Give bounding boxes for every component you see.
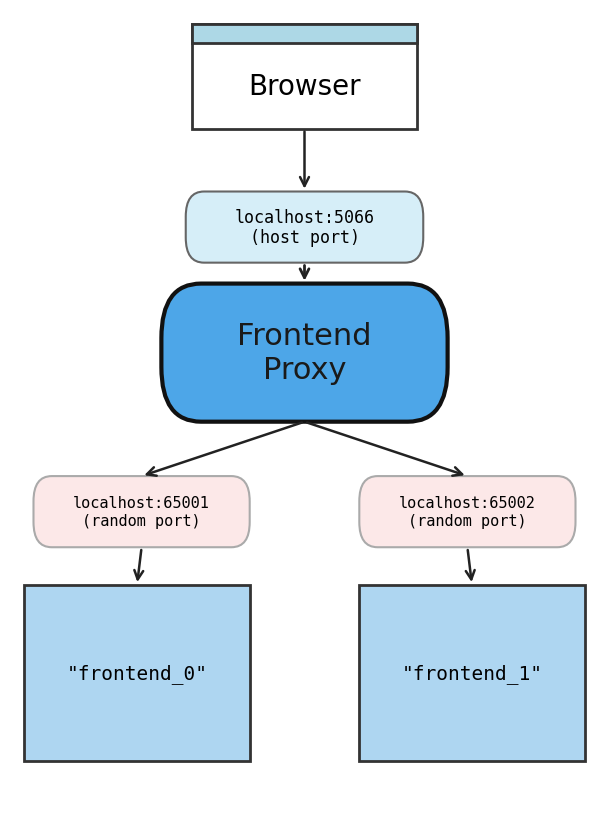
FancyBboxPatch shape <box>359 477 576 548</box>
FancyBboxPatch shape <box>24 585 250 761</box>
Text: Frontend
Proxy: Frontend Proxy <box>238 322 371 385</box>
FancyBboxPatch shape <box>192 25 417 43</box>
Text: localhost:65002
(random port): localhost:65002 (random port) <box>399 496 536 528</box>
Text: Browser: Browser <box>248 73 361 100</box>
FancyBboxPatch shape <box>192 25 417 130</box>
Text: "frontend_1": "frontend_1" <box>401 663 543 683</box>
Text: localhost:65001
(random port): localhost:65001 (random port) <box>73 496 210 528</box>
FancyBboxPatch shape <box>359 585 585 761</box>
FancyBboxPatch shape <box>186 192 423 263</box>
Text: localhost:5066
(host port): localhost:5066 (host port) <box>234 208 375 247</box>
FancyBboxPatch shape <box>33 477 250 548</box>
FancyBboxPatch shape <box>161 284 448 422</box>
Text: "frontend_0": "frontend_0" <box>66 663 208 683</box>
